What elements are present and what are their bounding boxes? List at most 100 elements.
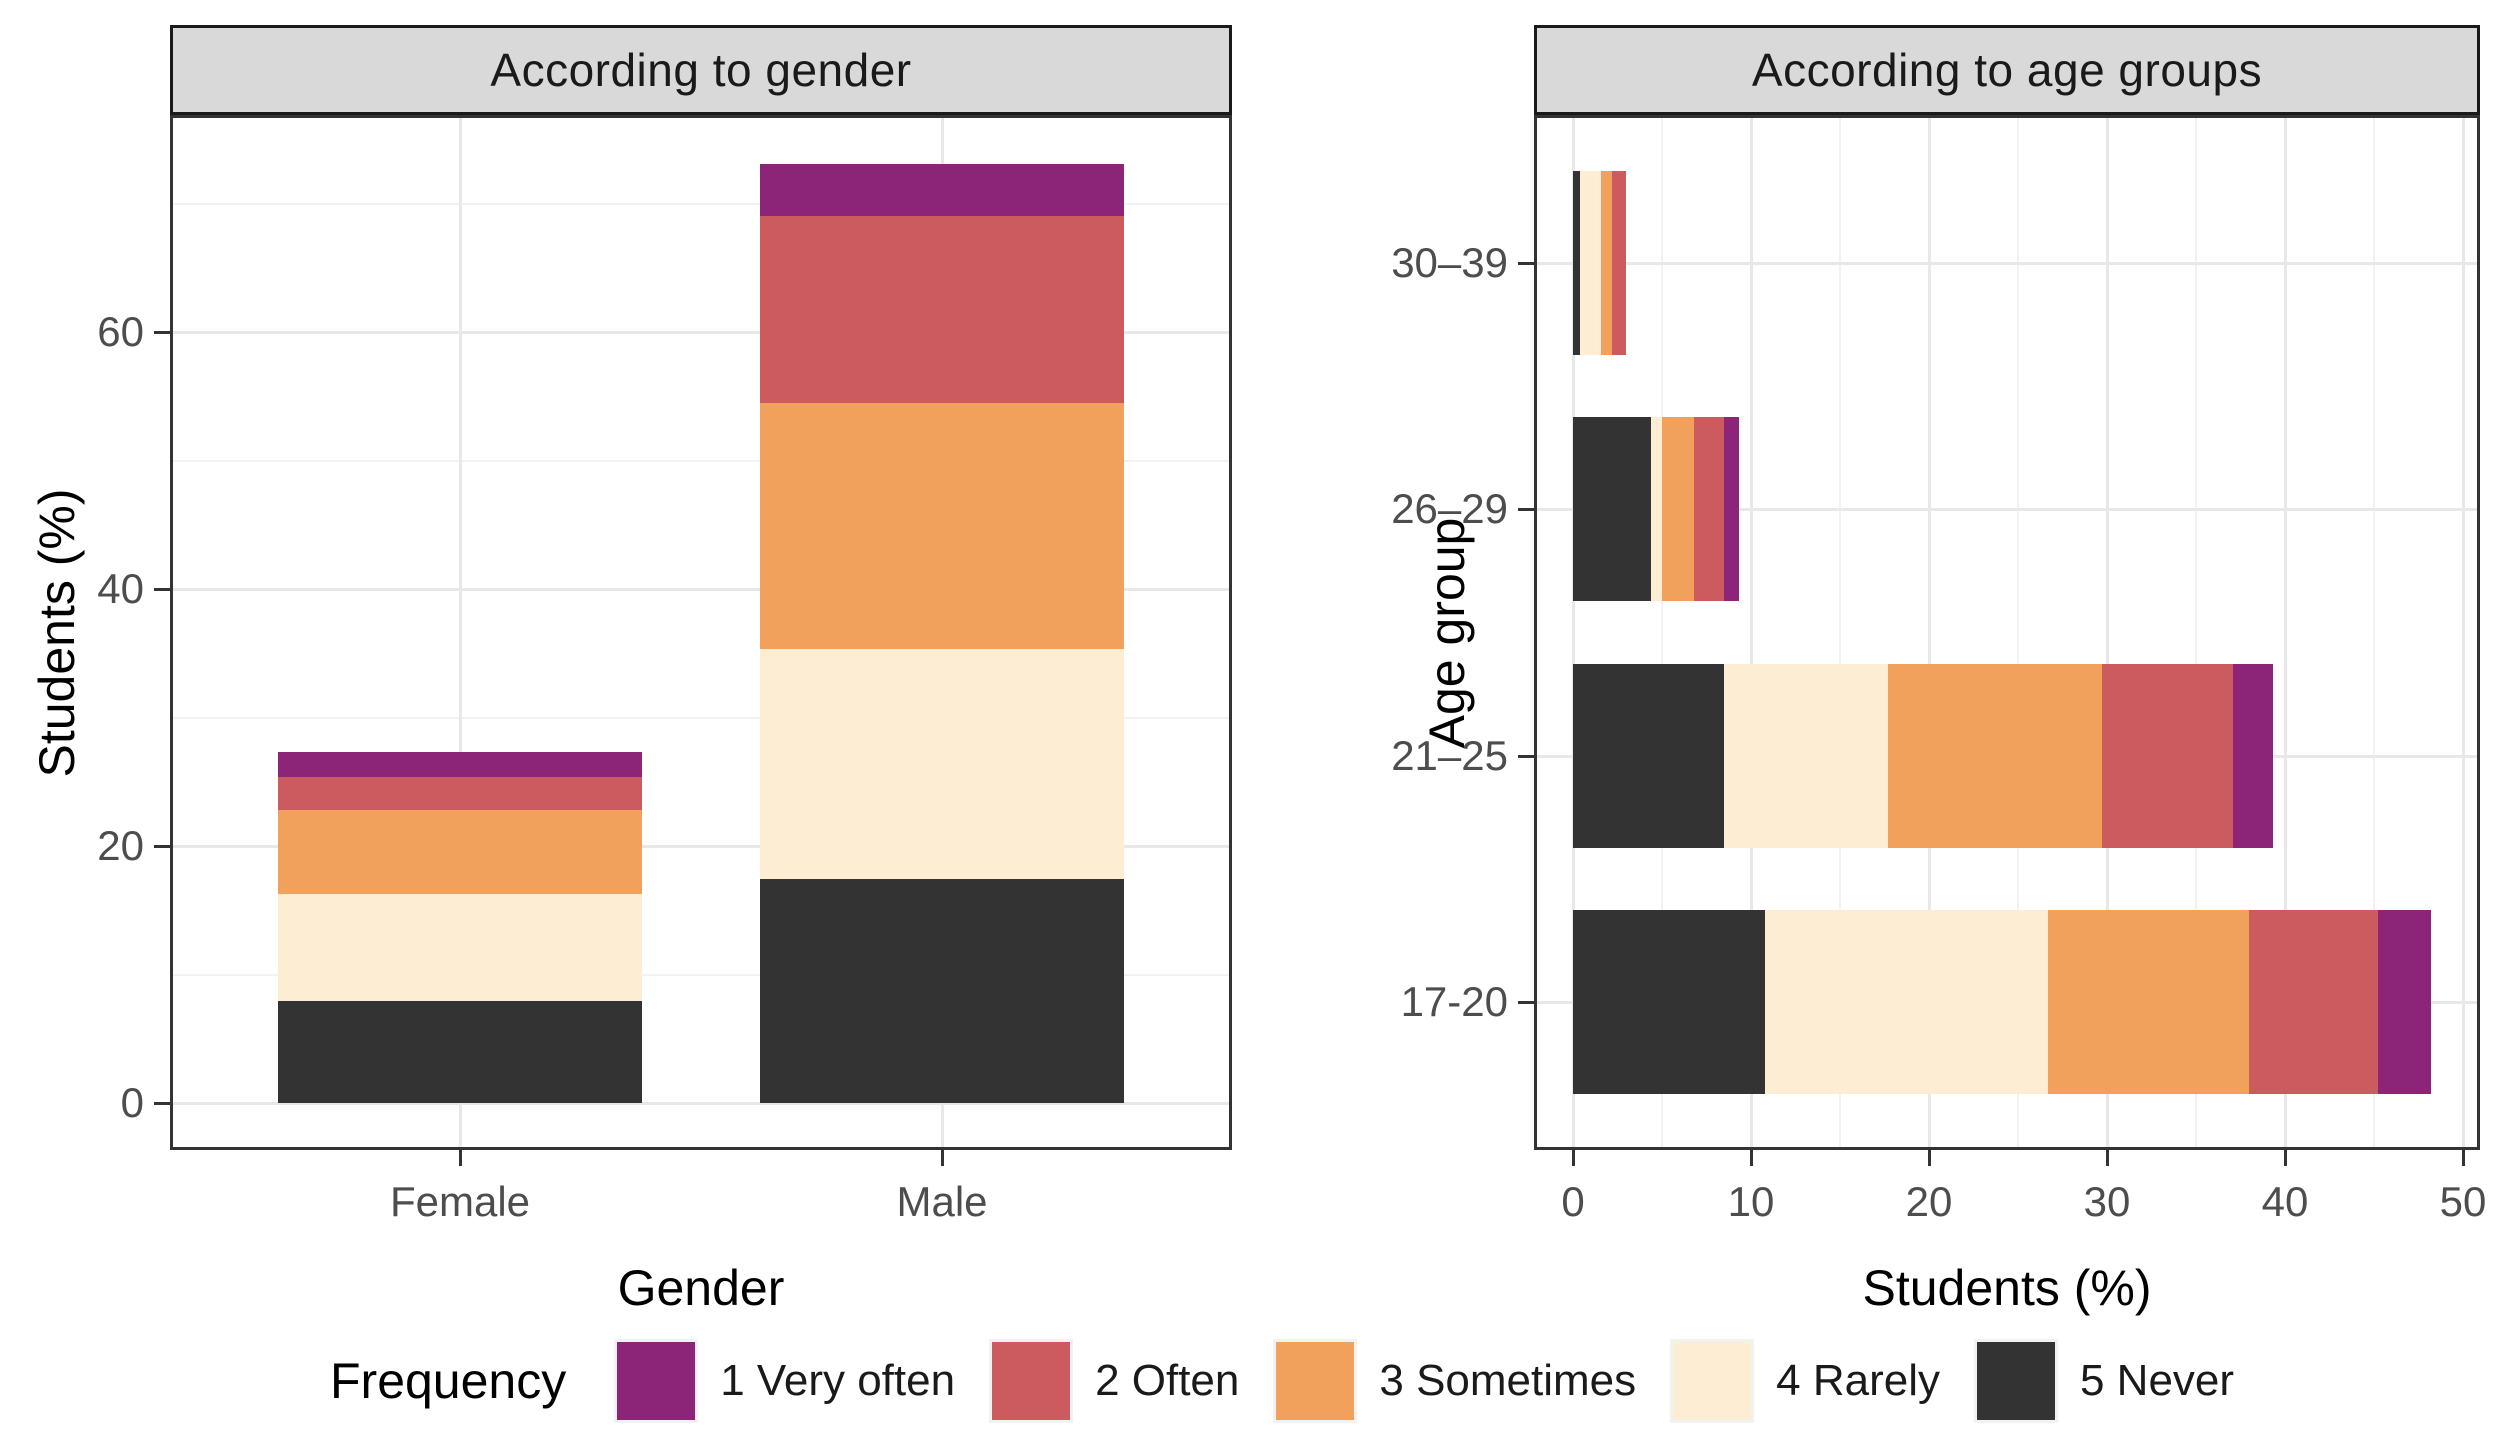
age-bar-segment <box>2101 664 2234 848</box>
gender-bar-segment <box>760 649 1124 880</box>
age-gridline-major <box>1927 115 1931 1150</box>
age-x-tick-mark <box>1571 1150 1575 1166</box>
gender-gridline-major <box>170 844 1232 848</box>
age-bar-segment <box>1888 664 2102 848</box>
gender-gridline-category <box>458 115 462 1150</box>
age-gridline-minor <box>1839 115 1841 1150</box>
gender-x-tick-label: Male <box>896 1178 988 1225</box>
gender-bar-segment <box>760 402 1124 650</box>
gender-y-tick-mark <box>154 1101 170 1105</box>
gender-y-tick-mark <box>154 330 170 334</box>
gender-bar-segment <box>278 810 642 894</box>
gender-gridline-major <box>170 587 1232 591</box>
age-bar-segment <box>1573 664 1725 848</box>
gender-x-axis-title: Gender <box>617 1260 785 1316</box>
gender-gridline-major <box>170 330 1232 334</box>
age-gridline-category <box>1534 507 2480 511</box>
age-x-tick-label: 40 <box>2261 1178 2309 1225</box>
age-bar-segment <box>1612 171 1627 355</box>
age-gridline-major <box>1749 115 1753 1150</box>
age-gridline-major <box>2105 115 2109 1150</box>
age-gridline-minor <box>2195 115 2197 1150</box>
age-gridline-minor <box>2017 115 2019 1150</box>
age-bar-segment <box>1573 417 1652 601</box>
gender-gridline-major <box>170 1101 1232 1105</box>
legend-item: 3 Sometimes <box>1273 1339 1636 1423</box>
legend-label: 5 Never <box>2079 1356 2235 1405</box>
age-x-tick-label: 20 <box>1905 1178 1953 1225</box>
legend-item: 4 Rarely <box>1670 1339 1940 1423</box>
legend-swatch-5 <box>1973 1339 2058 1423</box>
gender-y-tick-label: 20 <box>97 822 144 869</box>
age-x-tick-mark <box>2283 1150 2287 1166</box>
age-x-tick-label: 50 <box>2439 1178 2487 1225</box>
gender-bar-segment <box>760 216 1124 403</box>
age-gridline-minor <box>2373 115 2375 1150</box>
age-x-tick-mark <box>1927 1150 1931 1166</box>
age-x-tick-mark <box>2105 1150 2109 1166</box>
legend-title: Frequency <box>330 1353 567 1409</box>
age-y-tick-mark <box>1518 261 1534 265</box>
legend-swatch-1 <box>614 1339 699 1423</box>
legend-swatch-4 <box>1670 1339 1755 1423</box>
gender-strip-title: According to gender <box>490 44 912 96</box>
gender-y-axis-title: Students (%) <box>29 488 85 778</box>
age-bar-segment <box>1724 664 1889 848</box>
age-bar-segment <box>1573 171 1581 355</box>
age-y-tick-mark <box>1518 507 1534 511</box>
legend-label: 4 Rarely <box>1776 1356 1940 1405</box>
age-bar-segment <box>1694 417 1725 601</box>
age-y-tick-label: 30–39 <box>1391 239 1508 286</box>
gender-x-tick-mark <box>458 1150 462 1166</box>
legend-item: 2 Often <box>989 1339 1239 1423</box>
gender-gridline-minor <box>170 202 1232 205</box>
age-x-tick-label: 10 <box>1727 1178 1775 1225</box>
age-bar-segment <box>1765 910 2049 1094</box>
legend-item: 1 Very often <box>614 1339 955 1423</box>
age-gridline-major <box>2283 115 2287 1150</box>
legend: Frequency 1 Very often 2 Often 3 Sometimes… <box>330 1336 2268 1426</box>
age-y-tick-mark <box>1518 754 1534 758</box>
age-x-tick-label: 30 <box>2083 1178 2131 1225</box>
gender-bar-segment <box>278 893 642 1002</box>
age-y-tick-label: 17-20 <box>1400 978 1508 1025</box>
legend-label: 2 Often <box>1095 1356 1240 1405</box>
age-bar-segment <box>1724 417 1739 601</box>
gender-bar-segment <box>760 163 1124 217</box>
age-gridline-major <box>2461 115 2465 1150</box>
age-panel-strip: According to age groups <box>1534 25 2480 115</box>
legend-label: 1 Very often <box>720 1356 956 1405</box>
age-bar-segment <box>2233 664 2273 848</box>
age-bar-segment <box>2048 910 2250 1094</box>
age-bar-segment <box>2249 910 2378 1094</box>
gender-bar-segment <box>278 776 642 811</box>
gender-bar-segment <box>278 752 642 777</box>
gender-x-tick-mark <box>940 1150 944 1166</box>
age-bar-segment <box>1662 417 1695 601</box>
gender-panel-strip: According to gender <box>170 25 1232 115</box>
age-gridline-category <box>1534 261 2480 265</box>
age-x-axis-title: Students (%) <box>1862 1260 2152 1316</box>
age-gridline-minor <box>1661 115 1663 1150</box>
age-y-tick-label: 21–25 <box>1391 732 1508 779</box>
age-x-tick-mark <box>2461 1150 2465 1166</box>
legend-item: 5 Never <box>1973 1339 2235 1423</box>
age-x-tick-mark <box>1749 1150 1753 1166</box>
legend-swatch-3 <box>1273 1339 1358 1423</box>
age-strip-title: According to age groups <box>1751 44 2263 96</box>
age-bar-segment <box>1580 171 1602 355</box>
age-x-tick-label: 0 <box>1561 1178 1585 1225</box>
gender-y-tick-mark <box>154 844 170 848</box>
gender-y-tick-label: 0 <box>120 1079 144 1126</box>
age-bar-segment <box>2377 910 2431 1094</box>
age-y-tick-label: 26–29 <box>1391 485 1508 532</box>
age-y-tick-mark <box>1518 1000 1534 1004</box>
gender-bar-segment <box>278 1001 642 1103</box>
gender-gridline-minor <box>170 973 1232 976</box>
age-bar-segment <box>1601 171 1613 355</box>
gender-gridline-minor <box>170 459 1232 462</box>
gender-y-tick-label: 60 <box>97 308 144 355</box>
age-gridline-major <box>1571 115 1575 1150</box>
gender-y-tick-label: 40 <box>97 565 144 612</box>
